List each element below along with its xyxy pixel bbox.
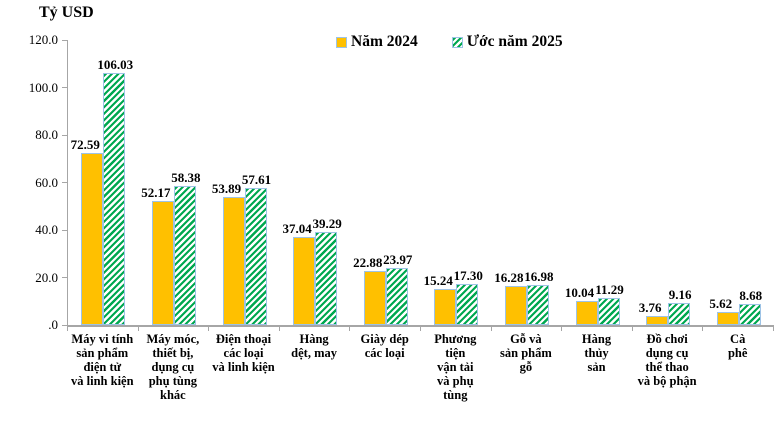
x-tick-mark <box>631 327 633 331</box>
y-tick-label: 120.0 <box>28 32 58 47</box>
x-tick-mark <box>420 327 421 331</box>
y-tick-label: 60.0 <box>35 174 58 190</box>
bar-uoc-nam-2025 <box>738 304 761 325</box>
bar-value-label: 57.61 <box>241 172 272 188</box>
bar-uoc-nam-2025 <box>597 298 620 325</box>
bar-value-label: 15.24 <box>423 272 453 288</box>
bar-uoc-nam-2025 <box>526 284 549 325</box>
bar-value-label: 72.59 <box>70 136 100 152</box>
bar-value-label: 37.04 <box>282 221 312 237</box>
x-tick-mark <box>773 327 774 331</box>
x-tick-mark <box>702 327 704 331</box>
bar-value-label: 58.38 <box>171 170 201 186</box>
bar-value-label: 52.17 <box>141 185 171 201</box>
bar-uoc-nam-2025 <box>315 231 338 325</box>
bar-uoc-nam-2025 <box>385 268 408 325</box>
bar-uoc-nam-2025 <box>103 73 126 325</box>
category-label: Phương tiện vận tải và phụ tùng <box>434 332 477 402</box>
bar-value-label: 23.97 <box>383 252 413 268</box>
y-axis-unit-label: Tỷ USD <box>39 4 94 21</box>
bar-value-label: 3.76 <box>638 300 662 316</box>
bar-uoc-nam-2025 <box>456 283 479 325</box>
legend-swatch-2024-icon <box>336 36 347 48</box>
bar-nam-2024 <box>575 301 598 325</box>
bar-value-label: 53.89 <box>211 181 242 197</box>
y-tick-label: 40.0 <box>35 222 58 237</box>
chart-legend: Năm 2024 Ước năm 2025 <box>336 33 563 51</box>
bar-value-label: 106.03 <box>97 57 134 73</box>
bar-value-label: 17.30 <box>453 267 483 283</box>
category-label: Gỗ và sản phẩm gỗ <box>500 332 552 374</box>
x-tick-mark <box>561 327 563 331</box>
category-label: Điện thoại các loại và linh kiện <box>212 332 275 374</box>
legend-item-nam-2024: Năm 2024 <box>336 33 418 51</box>
bar-nam-2024 <box>646 316 669 325</box>
bar-value-label: 10.04 <box>564 285 595 301</box>
bar-nam-2024 <box>716 311 739 325</box>
category-label: Hàng thủy sản <box>581 332 612 374</box>
bar-value-label: 16.98 <box>524 268 554 284</box>
bar-nam-2024 <box>504 286 527 325</box>
category-label: Cà phê <box>727 332 748 360</box>
bar-nam-2024 <box>363 270 386 325</box>
bar-value-label: 11.29 <box>595 282 624 298</box>
x-tick-mark <box>208 327 210 331</box>
x-tick-mark <box>278 327 280 331</box>
bar-uoc-nam-2025 <box>244 188 267 325</box>
y-tick-label: 100.0 <box>28 79 58 95</box>
bar-nam-2024 <box>81 152 104 325</box>
category-label: Hàng dệt, may <box>291 332 337 360</box>
y-tick-label: 20.0 <box>35 269 58 285</box>
category-label: Giày dép các loại <box>360 332 409 360</box>
bar-value-label: 9.16 <box>668 287 692 303</box>
bar-nam-2024 <box>434 288 457 325</box>
y-tick-label: 80.0 <box>35 127 58 142</box>
bar-value-label: 39.29 <box>312 215 342 231</box>
plot-area: 72.59 106.03 52.17 58.38 53.89 57.61 37.04 39.2… <box>67 40 774 327</box>
bar-value-label: 16.28 <box>494 270 524 286</box>
category-label: Máy vi tính sản phẩm điện tử và linh kiệ… <box>71 332 134 388</box>
legend-label-2024: Năm 2024 <box>351 33 418 50</box>
bar-uoc-nam-2025 <box>173 186 196 325</box>
x-tick-mark <box>137 327 139 331</box>
legend-swatch-2025-icon <box>451 36 463 48</box>
bar-value-label: 22.88 <box>353 254 383 270</box>
x-tick-mark <box>490 327 492 331</box>
legend-label-2025: Ước năm 2025 <box>466 33 563 50</box>
legend-item-uoc-nam-2025: Ước năm 2025 <box>451 33 563 51</box>
y-tick-label: .0 <box>48 317 58 332</box>
category-label: Đồ chơi dụng cụ thể thao và bộ phận <box>637 332 697 388</box>
bar-nam-2024 <box>151 201 174 325</box>
x-tick-mark <box>67 327 68 331</box>
x-tick-mark <box>349 327 351 331</box>
bar-nam-2024 <box>293 237 316 325</box>
bar-uoc-nam-2025 <box>668 303 691 325</box>
bar-value-label: 5.62 <box>709 295 733 311</box>
category-label: Máy móc, thiết bị, dụng cụ phụ tùng khác <box>146 332 200 402</box>
bar-value-label: 8.68 <box>739 288 763 304</box>
bar-nam-2024 <box>222 197 245 325</box>
